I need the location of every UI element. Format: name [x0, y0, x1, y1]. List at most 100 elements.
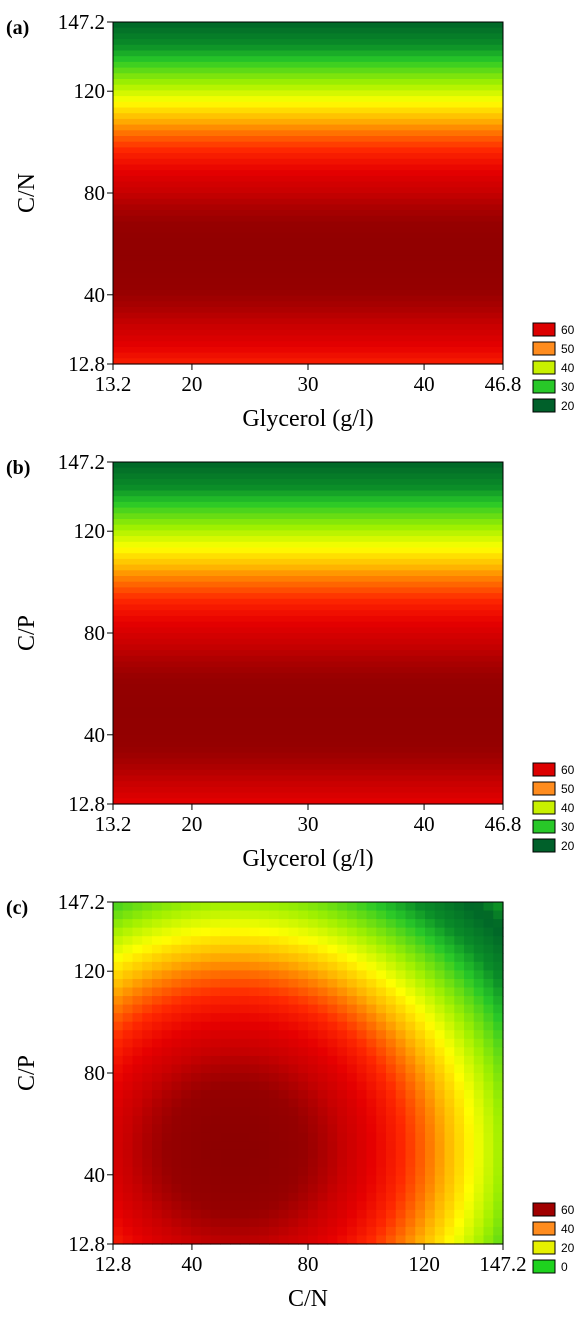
heatmap-cell [337, 1226, 348, 1237]
heatmap-cell [288, 1149, 299, 1160]
heatmap-cell [269, 1004, 280, 1014]
heatmap-cell [327, 1149, 338, 1160]
heatmap-cell [308, 1021, 319, 1031]
heatmap-cell [454, 1013, 465, 1023]
heatmap-cell [249, 1141, 260, 1151]
heatmap-cell [464, 910, 475, 920]
heatmap-cell [152, 1064, 163, 1074]
heatmap-cell [269, 1218, 280, 1228]
heatmap-cell [405, 1192, 416, 1202]
heatmap-cell [473, 1090, 485, 1100]
heatmap-cell [347, 1226, 358, 1237]
heatmap-cell [425, 1184, 436, 1194]
heatmap-cell [269, 961, 280, 971]
heatmap-cell [473, 1055, 485, 1066]
heatmap-cell [483, 1192, 494, 1202]
heatmap-cell [288, 978, 299, 989]
heatmap-cell [122, 1081, 134, 1091]
heatmap-cell [249, 978, 260, 989]
heatmap-cell [113, 158, 503, 166]
heatmap-cell [366, 1226, 377, 1237]
heatmap-cell [200, 1064, 212, 1074]
heatmap-cell [161, 1141, 173, 1151]
heatmap-cell [113, 798, 503, 805]
heatmap-cell [493, 1055, 504, 1066]
heatmap-cell [220, 1235, 231, 1245]
heatmap-cell [376, 1090, 387, 1100]
heatmap-cell [356, 987, 368, 997]
heatmap-cell [327, 1030, 338, 1040]
heatmap-cell [200, 936, 212, 946]
heatmap-cell [464, 1209, 475, 1219]
heatmap-cell [483, 1149, 494, 1160]
heatmap-cell [191, 1132, 202, 1142]
heatmap-cell [356, 978, 368, 989]
heatmap-cell [483, 927, 494, 937]
heatmap-cell [181, 1235, 192, 1245]
heatmap-cell [337, 1115, 348, 1125]
heatmap-cell [171, 1030, 182, 1040]
heatmap-cell [171, 1055, 182, 1066]
heatmap-cell [415, 1124, 426, 1134]
heatmap-cell [113, 758, 503, 765]
heatmap-cell [327, 1175, 338, 1185]
heatmap-cell [152, 1013, 163, 1023]
heatmap-cell [122, 927, 134, 937]
heatmap-cell [444, 1013, 455, 1023]
heatmap-cell [122, 978, 134, 989]
heatmap-cell [493, 919, 504, 929]
heatmap-cell [200, 961, 212, 971]
heatmap-cell [493, 978, 504, 989]
heatmap-cell [434, 1090, 446, 1100]
heatmap-cell [347, 1124, 358, 1134]
heatmap-cell [142, 1090, 153, 1100]
heatmap-cell [415, 1021, 426, 1031]
heatmap-cell [464, 1184, 475, 1194]
heatmap-cell [366, 1124, 377, 1134]
heatmap-cell [230, 1124, 241, 1134]
heatmap-cell [259, 1064, 270, 1074]
heatmap-cell [191, 1149, 202, 1160]
heatmap-cell [181, 919, 192, 929]
heatmap-cell [337, 944, 348, 954]
heatmap-cell [191, 987, 202, 997]
heatmap-cell [376, 987, 387, 997]
heatmap-cell [161, 1115, 173, 1125]
heatmap-cell [278, 961, 290, 971]
heatmap-cell [308, 1004, 319, 1014]
heatmap-cell [171, 902, 182, 912]
heatmap-cell [464, 1004, 475, 1014]
heatmap-cell [210, 1013, 221, 1023]
heatmap-cell [473, 902, 485, 912]
heatmap-cell [288, 910, 299, 920]
heatmap-cell [425, 1013, 436, 1023]
heatmap-cell [454, 1107, 465, 1117]
heatmap-cell [113, 627, 503, 634]
heatmap-cell [239, 1115, 251, 1125]
heatmap-cell [152, 1184, 163, 1194]
heatmap-cell [473, 1038, 485, 1048]
heatmap-cell [113, 576, 503, 583]
heatmap-cell [113, 501, 503, 509]
heatmap-cell [298, 936, 309, 946]
heatmap-cell [113, 301, 503, 308]
heatmap-cell [122, 1115, 134, 1125]
heatmap-cell [230, 987, 241, 997]
heatmap-cell [308, 1201, 319, 1211]
heatmap-cell [308, 1098, 319, 1108]
heatmap-cell [473, 1149, 485, 1160]
heatmap-cell [113, 107, 503, 114]
heatmap-cell [132, 919, 143, 929]
heatmap-cell [473, 919, 485, 929]
heatmap-cell [113, 902, 124, 912]
heatmap-cell [327, 1098, 338, 1108]
heatmap-cell [425, 1158, 436, 1168]
heatmap-cell [376, 1124, 387, 1134]
heatmap-cell [113, 462, 503, 469]
heatmap-cell [152, 1158, 163, 1168]
heatmap-cell [298, 1073, 309, 1083]
heatmap-cell [425, 1047, 436, 1057]
heatmap-cell [444, 1149, 455, 1160]
heatmap-cell [347, 1021, 358, 1031]
legend-swatch [532, 762, 556, 777]
